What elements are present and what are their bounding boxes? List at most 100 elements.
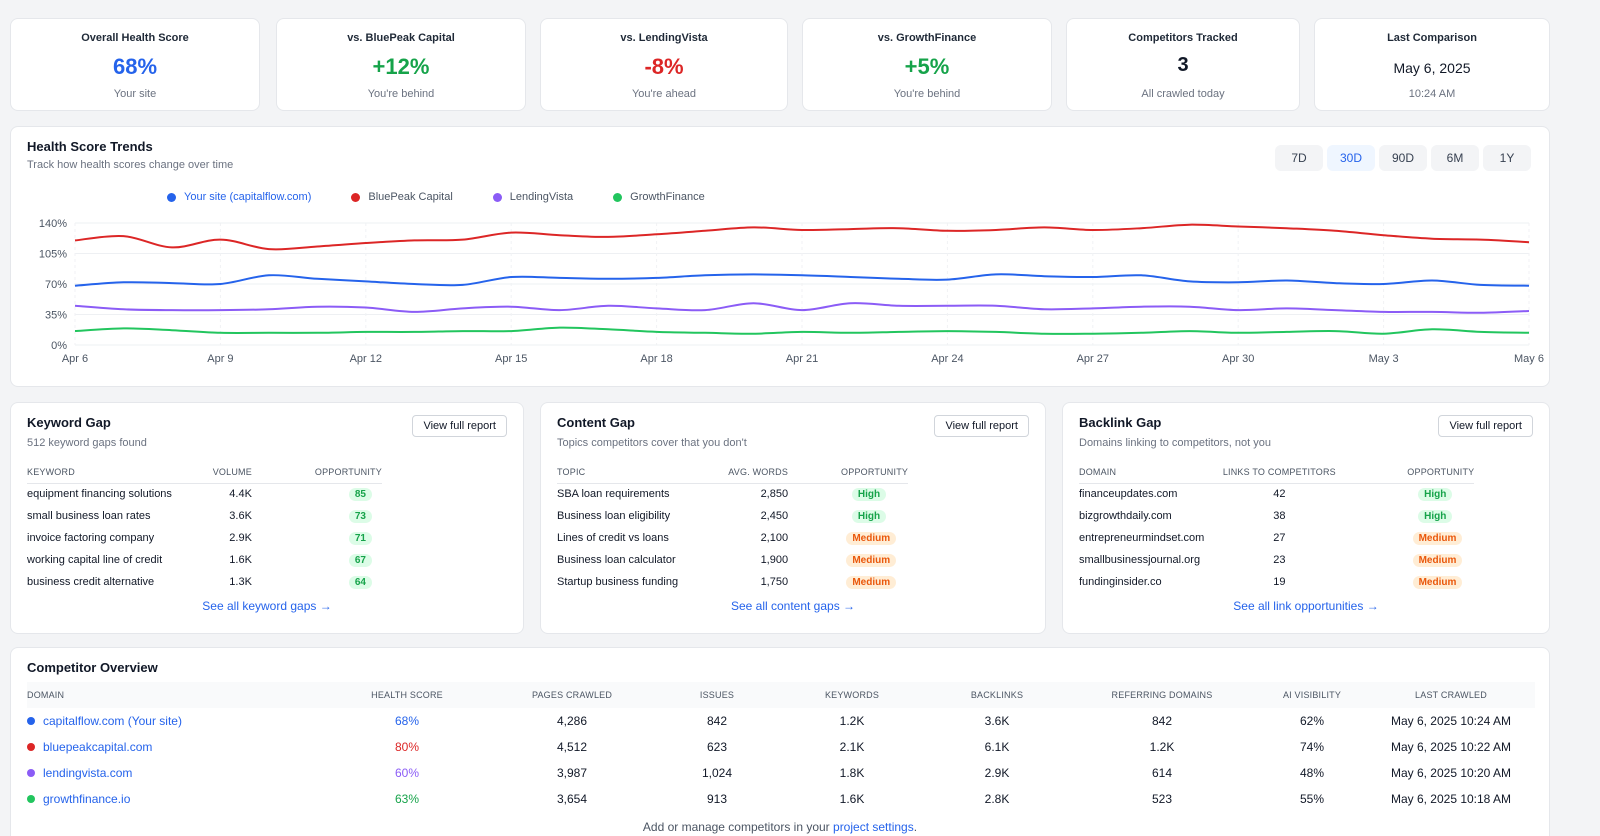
domain-link[interactable]: growthfinance.io: [43, 792, 131, 806]
backlink-gap-panel: Backlink Gap Domains linking to competit…: [1062, 402, 1550, 634]
domain-link[interactable]: capitalflow.com (Your site): [43, 714, 182, 728]
last-crawled-cell: May 6, 2025 10:22 AM: [1390, 740, 1512, 754]
table-row[interactable]: SBA loan requirements 2,850 High: [557, 483, 908, 505]
table-row[interactable]: bizgrowthdaily.com 38 High: [1079, 505, 1474, 527]
keyword-gap-panel: Keyword Gap 512 keyword gaps found View …: [10, 402, 524, 634]
range-30d-button[interactable]: 30D: [1327, 145, 1375, 171]
stat-value: +5%: [904, 54, 950, 79]
col-header-opportunity[interactable]: OPPORTUNITY: [788, 461, 909, 484]
last-crawled-cell: May 6, 2025 10:20 AM: [1390, 766, 1512, 780]
table-row[interactable]: lendingvista.com 60% 3,987 1,024 1.8K 2.…: [27, 760, 1535, 786]
col-header-last-crawled[interactable]: LAST CRAWLED: [1367, 682, 1535, 708]
col-header-health-score[interactable]: HEALTH SCORE: [327, 682, 487, 708]
table-row[interactable]: small business loan rates 3.6K 73: [27, 505, 382, 527]
table-row[interactable]: fundinginsider.co 19 Medium: [1079, 571, 1474, 593]
stat-sub: You're behind: [893, 88, 961, 100]
col-header-links-to-competitors[interactable]: LINKS TO COMPETITORS: [1204, 461, 1355, 484]
keyword-cell: working capital line of credit: [27, 554, 163, 566]
issues-cell: 913: [706, 792, 728, 806]
x-tick-label: May 3: [1369, 353, 1399, 365]
col-header-topic[interactable]: TOPIC: [557, 461, 679, 484]
backlink-gap-subtitle: Domains linking to competitors, not you: [1079, 437, 1271, 449]
table-row[interactable]: business credit alternative 1.3K 64: [27, 571, 382, 593]
see-all-content-gaps-link[interactable]: See all content gaps →: [730, 599, 856, 613]
table-row[interactable]: Business loan eligibility 2,450 High: [557, 505, 908, 527]
col-header-opportunity[interactable]: OPPORTUNITY: [1354, 461, 1475, 484]
pages-cell: 3,654: [556, 792, 588, 806]
opportunity-badge: Medium: [1412, 553, 1463, 567]
content-gap-view-report-button[interactable]: View full report: [934, 415, 1029, 437]
domain-link[interactable]: lendingvista.com: [43, 766, 133, 780]
col-header-avg-words[interactable]: AVG. WORDS: [678, 461, 789, 484]
table-row[interactable]: Lines of credit vs loans 2,100 Medium: [557, 527, 908, 549]
topic-cell: Lines of credit vs loans: [557, 532, 669, 544]
table-row[interactable]: invoice factoring company 2.9K 71: [27, 527, 382, 549]
table-row[interactable]: smallbusinessjournal.org 23 Medium: [1079, 549, 1474, 571]
opportunity-badge: High: [851, 487, 887, 501]
referring-cell: 1.2K: [1149, 740, 1175, 754]
trends-subtitle: Track how health scores change over time: [27, 159, 234, 171]
table-row[interactable]: financeupdates.com 42 High: [1079, 483, 1474, 505]
legend-item-lendingvista[interactable]: LendingVista: [492, 191, 573, 203]
col-header-issues[interactable]: ISSUES: [657, 682, 777, 708]
col-header-keywords[interactable]: KEYWORDS: [777, 682, 927, 708]
col-header-domain[interactable]: DOMAIN: [1079, 461, 1205, 484]
keyword-cell: small business loan rates: [27, 510, 151, 522]
x-tick-label: Apr 30: [1222, 353, 1254, 365]
x-tick-label: Apr 18: [640, 353, 672, 365]
range-7d-button[interactable]: 7D: [1275, 145, 1323, 171]
col-header-backlinks[interactable]: BACKLINKS: [927, 682, 1067, 708]
legend-item-bluepeak[interactable]: BluePeak Capital: [351, 191, 453, 203]
col-header-ai-visibility[interactable]: AI VISIBILITY: [1257, 682, 1367, 708]
opportunity-badge: Medium: [1412, 575, 1463, 589]
table-row[interactable]: working capital line of credit 1.6K 67: [27, 549, 382, 571]
opportunity-badge: 64: [348, 575, 372, 589]
legend-label: BluePeak Capital: [368, 191, 453, 203]
stat-sub: Your site: [113, 88, 157, 100]
backlink-gap-view-report-button[interactable]: View full report: [1438, 415, 1533, 437]
y-tick-label: 0%: [51, 340, 67, 352]
see-all-link-opportunities-link[interactable]: See all link opportunities →: [1233, 599, 1379, 613]
range-90d-button[interactable]: 90D: [1379, 145, 1427, 171]
table-row[interactable]: entrepreneurmindset.com 27 Medium: [1079, 527, 1474, 549]
project-settings-link[interactable]: project settings: [833, 820, 914, 834]
content-gap-title: Content Gap: [557, 415, 635, 430]
ai-visibility-cell: 48%: [1299, 766, 1325, 780]
series-dot: [27, 717, 35, 725]
col-header-volume[interactable]: VOLUME: [171, 461, 252, 484]
see-all-keyword-gaps-link[interactable]: See all keyword gaps →: [202, 599, 332, 613]
x-tick-label: May 6: [1514, 353, 1544, 365]
stat-card-vs-lendingvista: vs. LendingVista -8% You're ahead: [540, 18, 788, 111]
col-header-opportunity[interactable]: OPPORTUNITY: [251, 461, 382, 484]
legend-item-growthfinance[interactable]: GrowthFinance: [613, 191, 705, 203]
opportunity-badge: 67: [348, 553, 372, 567]
table-row[interactable]: growthfinance.io 63% 3,654 913 1.6K 2.8K…: [27, 786, 1535, 812]
range-6m-button[interactable]: 6M: [1431, 145, 1479, 171]
keyword-gap-table: KEYWORD VOLUME OPPORTUNITY equipment fin…: [27, 461, 382, 593]
stat-card-last-comparison: Last Comparison May 6, 2025 10:24 AM: [1314, 18, 1550, 111]
series-dot: [27, 795, 35, 803]
backlink-gap-table: DOMAIN LINKS TO COMPETITORS OPPORTUNITY …: [1079, 461, 1475, 593]
ai-visibility-cell: 62%: [1299, 714, 1325, 728]
table-row[interactable]: Business loan calculator 1,900 Medium: [557, 549, 908, 571]
col-header-pages-crawled[interactable]: PAGES CRAWLED: [487, 682, 657, 708]
stat-value: -8%: [644, 54, 684, 79]
col-header-referring-domains[interactable]: REFERRING DOMAINS: [1067, 682, 1257, 708]
table-row[interactable]: equipment financing solutions 4.4K 85: [27, 483, 382, 505]
keywords-cell: 2.1K: [839, 740, 865, 754]
table-row[interactable]: Startup business funding 1,750 Medium: [557, 571, 908, 593]
col-header-keyword[interactable]: KEYWORD: [27, 461, 172, 484]
opportunity-badge: 85: [348, 487, 372, 501]
keywords-cell: 1.6K: [839, 792, 865, 806]
table-row[interactable]: capitalflow.com (Your site) 68% 4,286 84…: [27, 708, 1535, 734]
legend-item-your-site[interactable]: Your site (capitalflow.com): [167, 191, 311, 203]
stat-label: vs. GrowthFinance: [877, 32, 977, 44]
table-row[interactable]: bluepeakcapital.com 80% 4,512 623 2.1K 6…: [27, 734, 1535, 760]
topic-cell: Startup business funding: [557, 576, 679, 588]
keyword-gap-view-report-button[interactable]: View full report: [412, 415, 507, 437]
stat-card-overall-health: Overall Health Score 68% Your site: [10, 18, 260, 111]
domain-link[interactable]: bluepeakcapital.com: [43, 740, 153, 754]
stat-value: 3: [1177, 54, 1189, 76]
range-1y-button[interactable]: 1Y: [1483, 145, 1531, 171]
col-header-domain[interactable]: DOMAIN: [27, 682, 327, 708]
